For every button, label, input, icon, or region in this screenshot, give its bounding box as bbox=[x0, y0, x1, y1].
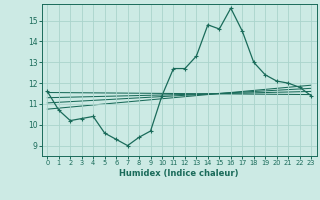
X-axis label: Humidex (Indice chaleur): Humidex (Indice chaleur) bbox=[119, 169, 239, 178]
